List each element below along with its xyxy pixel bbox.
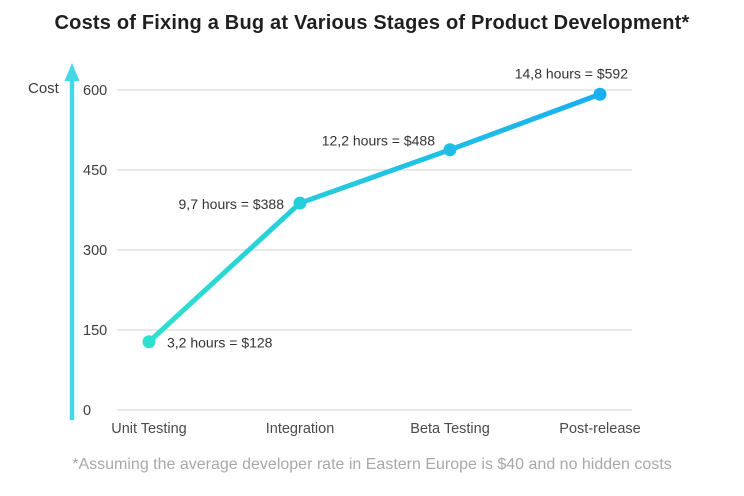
data-point — [593, 87, 607, 101]
point-label: 14,8 hours = $592 — [515, 65, 628, 81]
point-label: 12,2 hours = $488 — [322, 133, 435, 149]
x-axis-label: Integration — [266, 421, 335, 437]
y-tick-label: 150 — [83, 323, 107, 339]
chart-footnote: *Assuming the average developer rate in … — [72, 456, 672, 473]
point-label: 3,2 hours = $128 — [167, 335, 273, 351]
trend-line — [146, 91, 603, 345]
x-axis-label: Post-release — [559, 421, 640, 437]
chart-title: Costs of Fixing a Bug at Various Stages … — [54, 12, 690, 34]
x-axis-label: Beta Testing — [410, 421, 490, 437]
y-tick-label: 600 — [83, 83, 107, 99]
y-tick-label: 300 — [83, 243, 107, 259]
point-label: 9,7 hours = $388 — [179, 196, 285, 212]
y-tick-label: 0 — [83, 403, 91, 419]
data-point — [443, 143, 457, 157]
y-axis-arrowhead — [64, 63, 80, 81]
data-point — [142, 335, 156, 349]
x-axis-label: Unit Testing — [111, 421, 187, 437]
y-tick-label: 450 — [83, 163, 107, 179]
data-point — [293, 196, 307, 210]
y-axis-title: Cost — [28, 80, 60, 97]
